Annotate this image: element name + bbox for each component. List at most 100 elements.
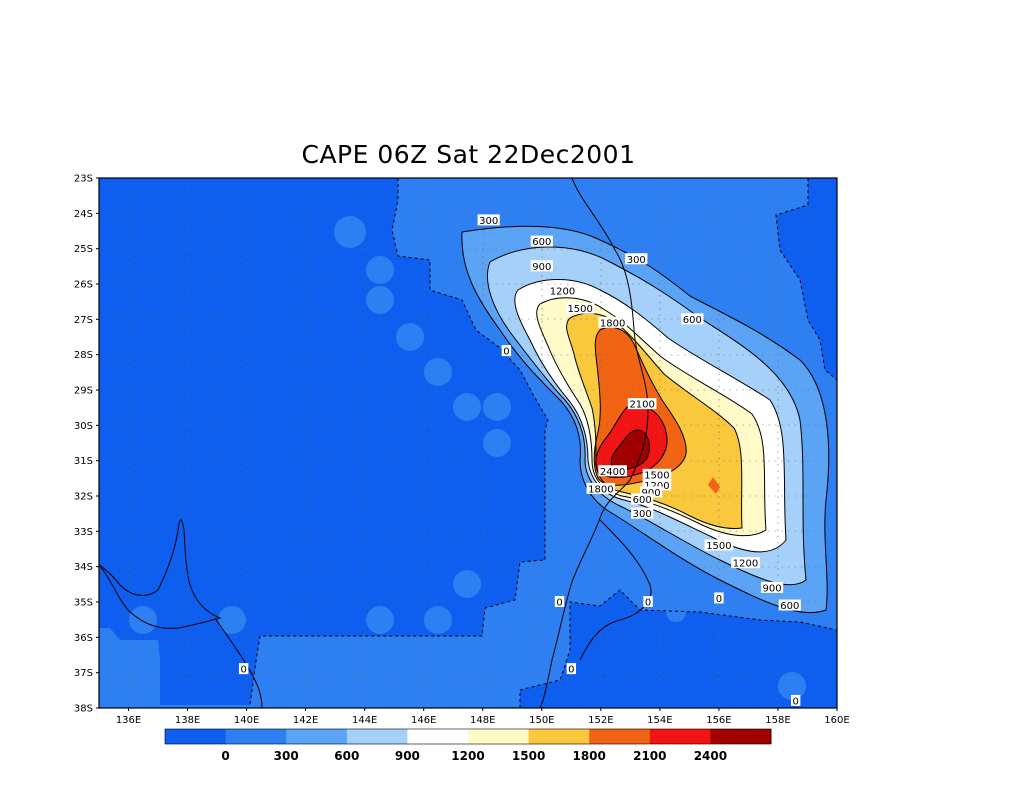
field-level-1800-small — [708, 477, 720, 494]
contour-label: 1200 — [642, 479, 672, 492]
contour-label-bg — [554, 596, 565, 607]
contour-label-bg — [642, 468, 672, 480]
contour-label-bg — [586, 482, 616, 494]
contour-label-bg — [565, 302, 595, 314]
colorbar-label: 900 — [395, 749, 420, 763]
contour-label-bg — [530, 235, 553, 247]
lat-label: 34S — [74, 562, 93, 573]
field-island — [334, 216, 366, 248]
contour-line-300 — [461, 225, 830, 614]
contour-label: 0 — [714, 592, 724, 605]
contour-label-text: 1500 — [644, 470, 669, 481]
contour-label-text: 1800 — [588, 484, 613, 495]
lon-label: 142E — [293, 715, 318, 726]
lat-label: 32S — [74, 492, 93, 503]
lat-label: 36S — [74, 633, 93, 644]
lat-label: 24S — [74, 209, 93, 220]
contour-label-bg — [627, 398, 657, 410]
colorbar-swatch — [649, 729, 711, 744]
contour-label: 0 — [790, 694, 801, 707]
contour-label: 900 — [760, 581, 784, 594]
contour-label-text: 900 — [641, 488, 660, 499]
colorbar-label: 1800 — [572, 749, 605, 763]
contour-label: 900 — [639, 486, 663, 499]
lat-label: 30S — [74, 421, 93, 432]
contour-label-text: 0 — [792, 696, 798, 707]
contour-label-text: 600 — [532, 237, 551, 248]
contour-line-900 — [514, 279, 787, 553]
map-frame — [98, 177, 838, 709]
contour-line-0-south — [519, 589, 837, 708]
field-level-below-0-south — [520, 590, 837, 708]
lon-label: 146E — [411, 715, 436, 726]
colorbar-label: 300 — [274, 749, 299, 763]
contour-label: 1800 — [586, 482, 616, 495]
coastline-south — [214, 617, 263, 708]
field-island — [631, 570, 659, 598]
lon-label: 160E — [824, 715, 849, 726]
lat-label: 37S — [74, 668, 93, 679]
lat-label: 35S — [74, 598, 93, 609]
contour-label: 1200 — [731, 557, 760, 570]
contour-label-bg — [625, 253, 648, 265]
field-island — [483, 429, 511, 457]
contour-label-text: 0 — [568, 665, 574, 676]
field-island — [666, 602, 686, 622]
field-island — [778, 672, 806, 700]
lat-label: 28S — [74, 350, 93, 361]
contour-label: 0 — [554, 596, 565, 609]
field-island — [218, 606, 246, 634]
contour-label: 0 — [501, 345, 512, 358]
contour-label-bg — [238, 663, 249, 675]
lon-label: 148E — [470, 715, 495, 726]
lon-label: 138E — [175, 715, 200, 726]
lat-label: 25S — [74, 244, 93, 255]
contour-label-text: 600 — [780, 601, 799, 612]
field-blob — [808, 250, 836, 278]
lat-label: 23S — [74, 174, 93, 185]
field-island — [366, 606, 394, 634]
contour-label-text: 900 — [763, 583, 782, 594]
contour-label-bg — [631, 507, 654, 519]
contour-label-text: 0 — [503, 347, 509, 358]
lat-label: 38S — [74, 704, 93, 715]
contour-label-bg — [530, 260, 553, 272]
contour-label: 600 — [631, 493, 654, 506]
contour-label-text: 1500 — [706, 541, 731, 552]
contour-label-bg — [704, 539, 734, 551]
contour-label: 900 — [530, 260, 553, 273]
field-island — [366, 256, 394, 284]
contour-label-text: 1200 — [550, 287, 575, 298]
lat-label: 27S — [74, 315, 93, 326]
lat-label: 29S — [74, 386, 93, 397]
contour-label-text: 300 — [627, 255, 646, 266]
contour-label-bg — [639, 486, 663, 498]
contour-label: 600 — [530, 235, 553, 248]
lon-label: 154E — [647, 715, 672, 726]
colorbar-swatch — [710, 729, 772, 744]
lon-label: 152E — [588, 715, 613, 726]
colorbar-swatch — [589, 729, 651, 744]
contour-label-bg — [598, 465, 627, 477]
field-level-below-0-west — [99, 178, 548, 705]
contour-label-bg — [631, 493, 654, 505]
contour-line-1800 — [593, 326, 687, 486]
colorbar-swatch — [225, 729, 287, 744]
contour-line-1500 — [566, 312, 743, 529]
colorbar-label: 1200 — [451, 749, 484, 763]
colorbar-swatch — [346, 729, 408, 744]
contour-label-bg — [501, 345, 512, 357]
lat-label: 26S — [74, 280, 93, 291]
contour-label: 1500 — [565, 302, 595, 315]
contour-label-bg — [548, 285, 577, 297]
colorbar-swatch — [407, 729, 469, 744]
field-island — [129, 606, 157, 634]
contour-label: 0 — [643, 596, 653, 609]
contour-label-bg — [642, 479, 672, 491]
colorbar-swatch — [528, 729, 590, 744]
field-level-2100-2400-small — [621, 343, 635, 361]
contour-label: 1800 — [598, 316, 627, 329]
map-title: CAPE 06Z Sat 22Dec2001 — [301, 140, 636, 169]
